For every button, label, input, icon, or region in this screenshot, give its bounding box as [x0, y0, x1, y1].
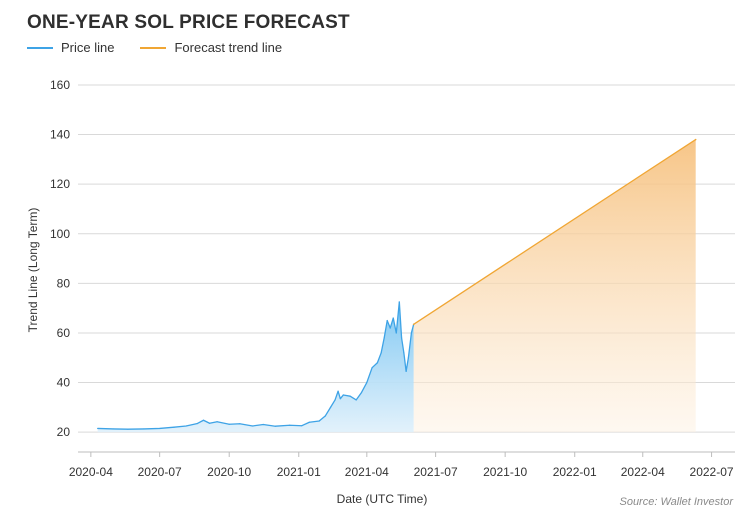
price-point — [216, 421, 218, 423]
forecast-point — [412, 323, 415, 326]
price-point — [301, 425, 303, 427]
price-point — [274, 425, 276, 427]
price-point — [324, 415, 326, 417]
price-point — [398, 301, 400, 303]
forecast-area — [413, 139, 696, 433]
price-point — [337, 390, 339, 392]
x-tick-label: 2022-01 — [553, 465, 597, 479]
price-point — [334, 399, 336, 401]
price-point — [97, 427, 99, 430]
y-tick-label: 100 — [50, 227, 70, 241]
y-tick-label: 60 — [57, 326, 71, 340]
price-point — [395, 332, 397, 334]
price-point — [329, 406, 332, 408]
y-tick-label: 160 — [50, 78, 70, 92]
price-point — [208, 422, 211, 424]
price-point — [376, 362, 378, 364]
price-point — [366, 381, 368, 384]
price-point — [380, 352, 382, 354]
x-tick-label: 2022-04 — [621, 465, 665, 479]
price-point — [202, 419, 205, 421]
price-point — [252, 425, 254, 427]
legend-swatch-price — [27, 46, 53, 49]
price-point — [196, 422, 199, 425]
price-point — [405, 370, 407, 372]
price-point — [386, 319, 388, 322]
source-note: Source: Wallet Investor — [619, 496, 733, 508]
price-point — [342, 394, 344, 396]
legend-label-price: Price line — [61, 40, 115, 55]
price-point — [262, 423, 264, 426]
legend-swatch-forecast — [140, 46, 167, 49]
price-point — [239, 423, 241, 425]
chart-legend: Price line Forecast trend line — [27, 40, 282, 55]
price-point — [308, 421, 310, 423]
x-tick-label: 2021-10 — [483, 465, 527, 479]
price-area — [97, 301, 414, 433]
price-point — [159, 427, 161, 430]
legend-label-forecast: Forecast trend line — [174, 40, 283, 55]
price-point — [339, 398, 341, 400]
price-point — [355, 399, 357, 401]
y-tick-label: 120 — [50, 177, 70, 191]
price-point — [173, 426, 175, 428]
y-tick-label: 80 — [57, 276, 71, 290]
legend-item-forecast: Forecast trend line — [140, 40, 282, 55]
price-point — [360, 391, 363, 394]
price-point — [112, 428, 115, 430]
price-point — [407, 357, 409, 359]
price-point — [403, 352, 405, 354]
forecast-line — [413, 138, 697, 325]
price-point — [127, 428, 129, 430]
price-point — [185, 425, 187, 427]
price-point — [383, 337, 385, 339]
x-tick-label: 2021-01 — [277, 465, 321, 479]
x-tick-label: 2020-10 — [207, 465, 251, 479]
y-tick-label: 20 — [57, 425, 71, 439]
price-point — [318, 420, 320, 422]
x-axis-title: Date (UTC Time) — [337, 492, 428, 506]
y-tick-label: 140 — [50, 128, 70, 142]
y-axis-title: Trend Line (Long Term) — [26, 208, 40, 333]
price-point — [389, 327, 391, 329]
x-tick-label: 2022-07 — [690, 465, 734, 479]
price-point — [349, 395, 351, 397]
legend-item-price: Price line — [27, 40, 114, 55]
x-tick-label: 2020-04 — [69, 465, 113, 479]
price-point — [400, 337, 403, 339]
price-point — [410, 332, 413, 334]
x-tick-label: 2021-07 — [414, 465, 458, 479]
price-point — [371, 367, 373, 369]
x-tick-label: 2021-04 — [345, 465, 389, 479]
chart-title: ONE-YEAR SOL PRICE FORECAST — [27, 12, 350, 33]
price-point — [289, 424, 291, 426]
price-point — [392, 317, 394, 319]
forecast-point — [694, 138, 697, 141]
x-tick-label: 2020-07 — [138, 465, 182, 479]
price-point — [228, 423, 230, 425]
price-point — [143, 428, 145, 430]
y-tick-label: 40 — [57, 376, 71, 390]
